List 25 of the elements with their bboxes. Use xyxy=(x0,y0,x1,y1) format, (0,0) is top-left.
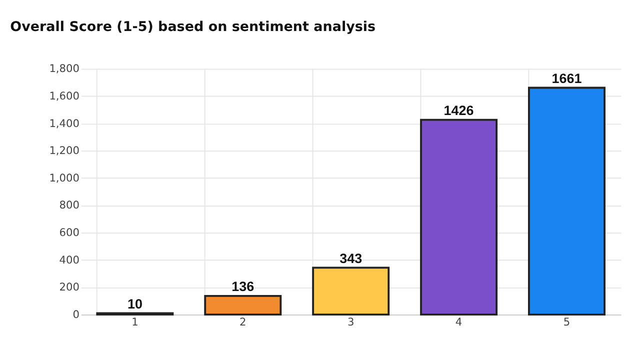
data-label: 10 xyxy=(127,296,142,312)
y-tick-label: 1,200 xyxy=(49,145,80,158)
chart-title: Overall Score (1-5) based on sentiment analysis xyxy=(10,19,376,36)
y-tick-label: 200 xyxy=(59,282,80,294)
y-tick-label: 1,800 xyxy=(49,63,80,76)
x-tick-label: 2 xyxy=(240,316,246,329)
bar xyxy=(312,266,390,316)
y-tick-label: 600 xyxy=(59,226,80,239)
y-tick-label: 400 xyxy=(59,254,80,266)
y-tick-label: 0 xyxy=(72,308,80,321)
data-label: 136 xyxy=(232,279,255,294)
x-tick-label: 3 xyxy=(347,316,354,329)
x-tick-label: 1 xyxy=(132,316,138,329)
bar xyxy=(420,118,498,316)
bar xyxy=(204,295,282,316)
data-label: 343 xyxy=(340,250,363,266)
bar xyxy=(528,86,606,316)
x-tick-label: 4 xyxy=(455,316,462,329)
y-tick-label: 1,000 xyxy=(49,172,80,184)
data-label: 1661 xyxy=(552,70,582,86)
y-tick-label: 1,400 xyxy=(49,118,80,130)
y-tick-label: 1,600 xyxy=(49,90,80,102)
data-label: 1426 xyxy=(444,103,474,118)
x-tick-label: 5 xyxy=(563,316,570,329)
y-tick-label: 800 xyxy=(59,200,80,212)
